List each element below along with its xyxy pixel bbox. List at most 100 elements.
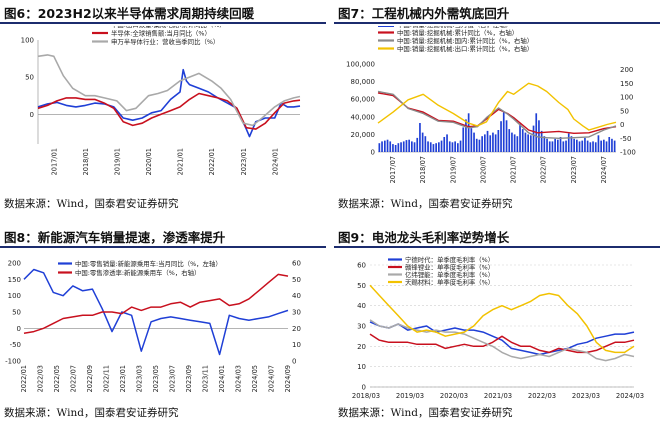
bar xyxy=(386,139,389,152)
x-tick-label: 2023/05 xyxy=(152,365,160,392)
y-right-tick-label: 60 xyxy=(292,260,301,268)
bar xyxy=(513,134,516,152)
y-tick-label: 40 xyxy=(357,302,366,310)
bar xyxy=(516,136,519,152)
x-tick-label: 2021/07 xyxy=(510,156,518,183)
y-tick-label: 30 xyxy=(357,323,366,331)
bar xyxy=(413,142,416,152)
bar xyxy=(532,125,535,152)
y-tick-label: 100 xyxy=(21,37,34,45)
bar xyxy=(524,132,527,152)
bar xyxy=(475,138,478,152)
bar xyxy=(562,141,565,152)
x-tick-label: 2024/03 xyxy=(235,365,243,392)
x-tick-label: 2024/07 xyxy=(268,365,276,392)
bar xyxy=(443,137,446,152)
x-tick-label: 2021/01 xyxy=(177,148,185,175)
x-tick-label: 2022/09 xyxy=(86,365,94,392)
legend-label: 中国:销量:挖掘机械:累计同比（%，右轴） xyxy=(397,28,518,37)
legend-label: 申万半导体行业：营收当季同比（%） xyxy=(111,37,219,46)
x-tick-label: 2020/03 xyxy=(440,392,468,400)
fig8-chart: -100 -50 0 50 100 150 200 0 10 20 30 40 50 60 2022/01 2… xyxy=(5,259,301,392)
bar xyxy=(613,140,616,152)
x-tick-label: 2023/09 xyxy=(185,365,193,392)
series-line xyxy=(369,333,635,354)
x-tick-label: 2022/03 xyxy=(37,365,45,392)
bar xyxy=(511,132,513,152)
y-left-tick-label: -50 xyxy=(10,341,21,349)
x-tick-label: 2022/03 xyxy=(528,392,556,400)
x-tick-label: 2018/03 xyxy=(352,392,380,400)
bar xyxy=(454,141,456,152)
legend-label: 中国:销量:挖掘机械:出口:累计同比（%，右轴） xyxy=(397,44,533,53)
y-left-tick-label: 80,000 xyxy=(351,78,376,86)
bar xyxy=(543,136,546,152)
x-tick-label: 2023/07 xyxy=(570,156,578,183)
x-tick-label: 2021/03 xyxy=(484,392,512,400)
bar xyxy=(527,134,529,152)
bar xyxy=(486,130,489,152)
x-tick-label: 2024/03 xyxy=(616,392,644,400)
legend-label: 宁德时代：单季度毛利率（%） xyxy=(405,255,494,264)
bar xyxy=(554,138,556,152)
y-left-tick-label: 100 xyxy=(8,292,21,300)
bar xyxy=(394,145,397,152)
x-tick-label: 2017/07 xyxy=(389,156,397,183)
bar xyxy=(573,138,575,152)
y-tick-label: 60 xyxy=(357,262,366,270)
bar xyxy=(424,136,427,152)
bar xyxy=(489,135,492,152)
x-tick-label: 2024/05 xyxy=(251,365,259,392)
y-tick-label: 50 xyxy=(357,282,366,290)
series-line xyxy=(377,90,617,140)
x-tick-label: 2024/09 xyxy=(284,365,292,392)
x-tick-label: 2022/07 xyxy=(70,365,78,392)
series-line xyxy=(37,92,301,130)
bar xyxy=(478,139,481,152)
y-right-tick-label: 0 xyxy=(292,358,296,366)
bar xyxy=(540,130,543,152)
y-right-tick-label: 20 xyxy=(292,325,301,333)
legend-label: 天赐材料：单季度毛利率（%） xyxy=(405,278,494,287)
fig9-chart: 0 10 20 30 40 50 60 2018/03 2019/03 2020/03 2021/0… xyxy=(352,255,644,400)
bar xyxy=(494,134,497,152)
y-left-tick-label: 100,000 xyxy=(346,61,375,69)
fig7-title: 图7：工程机械内外需筑底回升 xyxy=(338,6,510,21)
y-right-tick-label: 50 xyxy=(292,276,301,284)
x-tick-label: 2019/01 xyxy=(114,148,122,175)
legend-label: 中国:出口数量:集成电路:累计同比（%） xyxy=(111,26,226,29)
bar xyxy=(608,137,611,152)
bar xyxy=(594,142,597,152)
bar xyxy=(405,140,408,152)
bar xyxy=(605,141,608,152)
bar xyxy=(570,136,573,152)
bar xyxy=(567,133,570,152)
x-tick-label: 2019/03 xyxy=(396,392,424,400)
bar xyxy=(521,129,524,152)
fig9-panel: 图9：电池龙头毛利率逆势增长 0 10 20 30 40 50 60 2018/03 2019/… xyxy=(334,219,660,423)
bar xyxy=(581,140,584,152)
x-tick-label: 2017/01 xyxy=(50,148,58,175)
bar xyxy=(389,141,392,152)
fig9-title: 图9：电池龙头毛利率逆势增长 xyxy=(338,230,510,245)
x-tick-label: 2020/01 xyxy=(145,148,153,175)
y-left-tick-label: -100 xyxy=(5,358,21,366)
bar xyxy=(384,140,386,152)
legend-label: 中国:零售销量:新能源乘用车:当月同比（%，左轴） xyxy=(75,259,222,268)
x-tick-label: 2022/07 xyxy=(540,156,548,183)
x-tick-label: 2024/07 xyxy=(600,156,608,183)
bar xyxy=(557,139,559,152)
y-right-tick-label: 50 xyxy=(620,107,629,115)
bar xyxy=(457,143,459,152)
y-right-tick-label: 0 xyxy=(620,121,624,129)
bar xyxy=(459,140,462,152)
y-left-tick-label: 50 xyxy=(12,309,21,317)
bar xyxy=(427,141,429,152)
x-tick-label: 2022/01 xyxy=(208,148,216,175)
x-tick-label: 2020/07 xyxy=(479,156,487,183)
x-tick-label: 2023/01 xyxy=(119,365,127,392)
bar xyxy=(530,135,532,152)
bar xyxy=(597,135,600,152)
bar xyxy=(500,121,502,152)
bar xyxy=(446,134,448,152)
